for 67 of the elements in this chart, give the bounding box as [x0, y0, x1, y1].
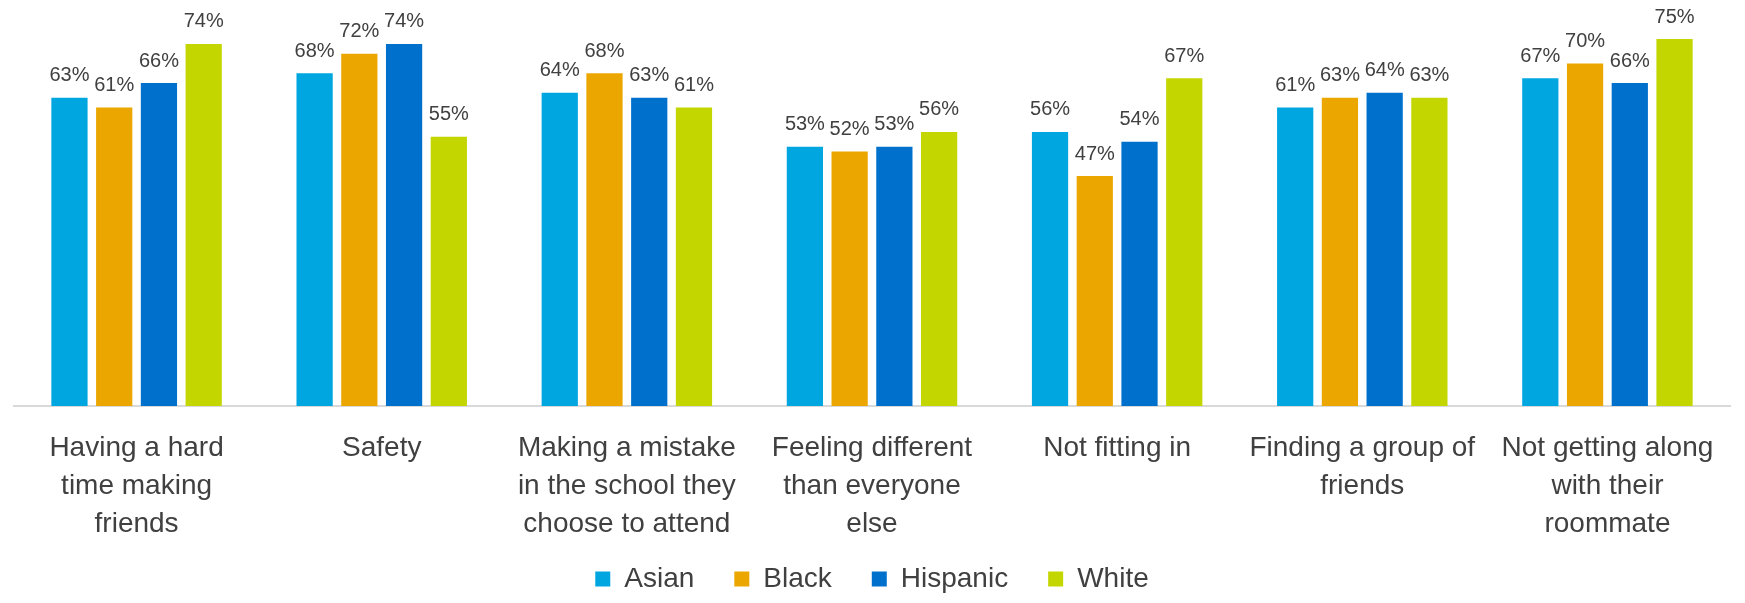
data-label: 63% [1319, 63, 1361, 86]
data-label: 61% [1275, 73, 1316, 96]
data-label: 54% [1119, 107, 1160, 130]
bar [185, 43, 222, 406]
data-label: 74% [384, 9, 425, 32]
data-label: 61% [673, 73, 715, 96]
data-label: 56% [1030, 97, 1071, 120]
legend-label: White [1077, 561, 1149, 593]
bar [586, 73, 623, 406]
bar [385, 43, 423, 406]
bar [831, 151, 868, 406]
data-label: 61% [94, 73, 135, 96]
bar [1277, 107, 1314, 406]
data-label: 52% [829, 117, 870, 140]
data-label: 66% [138, 48, 180, 71]
data-label: 74% [183, 9, 224, 32]
bar [96, 107, 133, 406]
bar [1366, 92, 1403, 406]
data-label: 53% [874, 112, 915, 135]
bar [51, 97, 88, 406]
bar [1076, 176, 1113, 406]
data-label: 55% [428, 102, 470, 125]
bar [1121, 141, 1158, 406]
legend-label: Black [763, 561, 833, 593]
bar [1321, 97, 1359, 406]
data-label: 68% [294, 38, 335, 61]
x-tick-label: Safety [342, 430, 422, 462]
bar [631, 97, 668, 406]
bar [1656, 39, 1693, 406]
data-label: 64% [1364, 58, 1405, 81]
bar [876, 146, 913, 406]
bar [341, 53, 378, 406]
legend-label: Hispanic [900, 561, 1009, 593]
bar [675, 107, 713, 406]
data-label: 68% [584, 38, 625, 61]
data-label: 63% [49, 63, 90, 86]
bar [296, 73, 333, 406]
x-tick-label: Not fitting in [1043, 430, 1192, 462]
x-tick-label: Not getting along with their roommate [1501, 430, 1714, 538]
bar [140, 83, 178, 406]
bar [1411, 97, 1448, 406]
data-label: 63% [629, 63, 670, 86]
data-label: 56% [919, 97, 960, 120]
x-tick-label: Having a hard time making friends [49, 430, 224, 538]
data-label: 70% [1565, 28, 1606, 51]
data-label: 75% [1654, 4, 1695, 27]
data-label: 47% [1074, 141, 1115, 164]
data-label: 66% [1609, 48, 1651, 71]
bar [430, 136, 467, 406]
data-label: 63% [1409, 63, 1450, 86]
bar [786, 146, 824, 406]
bar [1166, 78, 1203, 406]
bar [1522, 78, 1559, 406]
bar [920, 131, 958, 406]
x-tick-label: Finding a group of friends [1249, 430, 1476, 500]
bar [1566, 63, 1604, 406]
x-tick-label: Making a mistake in the school they choose to attend [517, 430, 736, 538]
x-tick-label: Feeling different than everyone else [771, 430, 973, 538]
legend-label: Asian [624, 561, 695, 593]
data-label: 53% [784, 112, 826, 135]
data-label: 67% [1520, 43, 1561, 66]
data-label: 64% [539, 58, 580, 81]
bar [541, 92, 578, 406]
data-label: 72% [339, 19, 380, 42]
data-label: 67% [1164, 43, 1205, 66]
bar [1031, 131, 1069, 406]
bar [1611, 83, 1648, 406]
